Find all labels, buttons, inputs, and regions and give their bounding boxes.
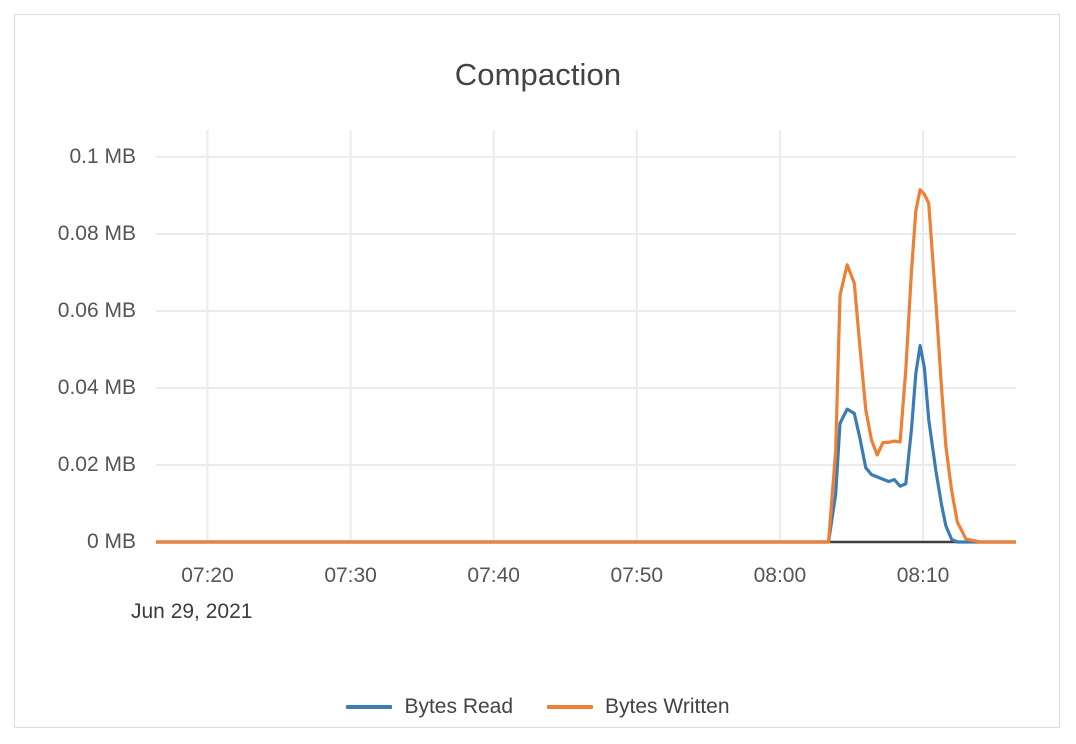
- legend-item[interactable]: Bytes Written: [547, 695, 730, 719]
- chart-plot-area: [156, 130, 1016, 544]
- chart-legend: Bytes Read Bytes Written: [15, 695, 1061, 719]
- legend-item[interactable]: Bytes Read: [346, 695, 513, 719]
- horizontal-gridlines: [156, 155, 1016, 466]
- x-axis-tick-label: 07:20: [181, 564, 234, 587]
- y-axis-tick-label: 0.02 MB: [57, 452, 136, 476]
- chart-title: Compaction: [454, 57, 622, 92]
- x-axis-tick-label: 08:10: [896, 564, 950, 587]
- legend-label: Bytes Read: [404, 695, 514, 718]
- x-axis-tick-label: 07:50: [610, 564, 664, 587]
- chart-container: Compaction 0 MB 0.02 MB 0.04 MB 0.06 MB 0.08…: [14, 14, 1060, 728]
- y-axis-tick-label: 0.08 MB: [57, 221, 136, 245]
- legend-swatch-icon: [346, 705, 393, 709]
- y-axis-tick-label: 0.04 MB: [57, 375, 136, 399]
- series-line-bytes-written: [156, 188, 1016, 544]
- y-axis-tick-label: 0.1 MB: [69, 144, 136, 168]
- y-axis-tick-label: 0 MB: [86, 530, 136, 553]
- x-axis-tick-label: 07:30: [324, 564, 377, 587]
- x-axis-tick-label: 08:00: [753, 564, 807, 587]
- vertical-gridlines: [206, 130, 924, 542]
- legend-swatch-icon: [547, 705, 594, 709]
- legend-label: Bytes Written: [605, 695, 730, 718]
- y-axis-tick-label: 0.06 MB: [57, 298, 136, 322]
- x-axis-tick-label: 07:40: [467, 564, 520, 587]
- x-axis-date-label: Jun 29, 2021: [131, 600, 253, 623]
- series-lines: [156, 188, 1016, 544]
